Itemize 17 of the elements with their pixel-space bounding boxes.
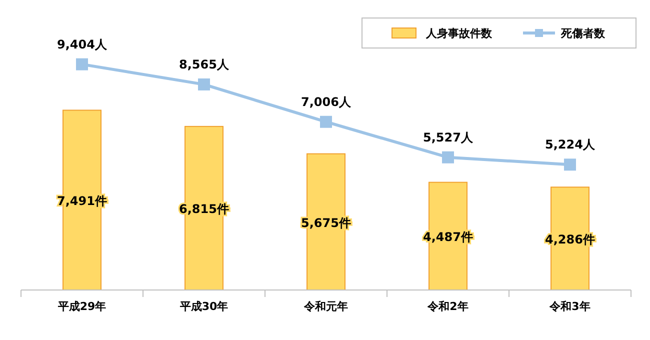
point <box>564 158 576 171</box>
x-tick-label: 平成29年 <box>56 300 106 313</box>
legend-label: 人身事故件数 <box>425 27 493 40</box>
data-label: 8,565人 <box>179 57 230 72</box>
data-label: 5,224人 <box>545 138 596 152</box>
data-label: 7,006人 <box>301 94 352 109</box>
data-label: 9,404人 <box>57 37 108 52</box>
legend-label: 死傷者数 <box>560 27 606 40</box>
x-tick-label: 平成30年 <box>178 300 228 313</box>
point <box>198 78 210 90</box>
point <box>320 116 332 128</box>
point <box>76 58 88 70</box>
data-label: 5,527人 <box>423 130 474 144</box>
point <box>442 151 454 164</box>
x-tick-label: 令和元年 <box>303 300 348 313</box>
x-tick-label: 令和2年 <box>426 300 468 313</box>
x-tick-label: 令和3年 <box>548 300 590 313</box>
